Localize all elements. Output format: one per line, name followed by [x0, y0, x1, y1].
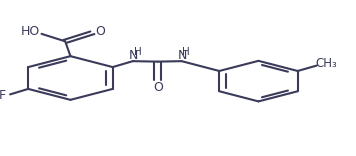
- Text: O: O: [95, 25, 105, 38]
- Text: H: H: [134, 47, 141, 57]
- Text: HO: HO: [21, 25, 40, 39]
- Text: N: N: [129, 49, 138, 62]
- Text: CH₃: CH₃: [316, 57, 337, 71]
- Text: F: F: [0, 89, 6, 102]
- Text: H: H: [182, 47, 190, 57]
- Text: O: O: [153, 80, 163, 94]
- Text: N: N: [178, 49, 187, 62]
